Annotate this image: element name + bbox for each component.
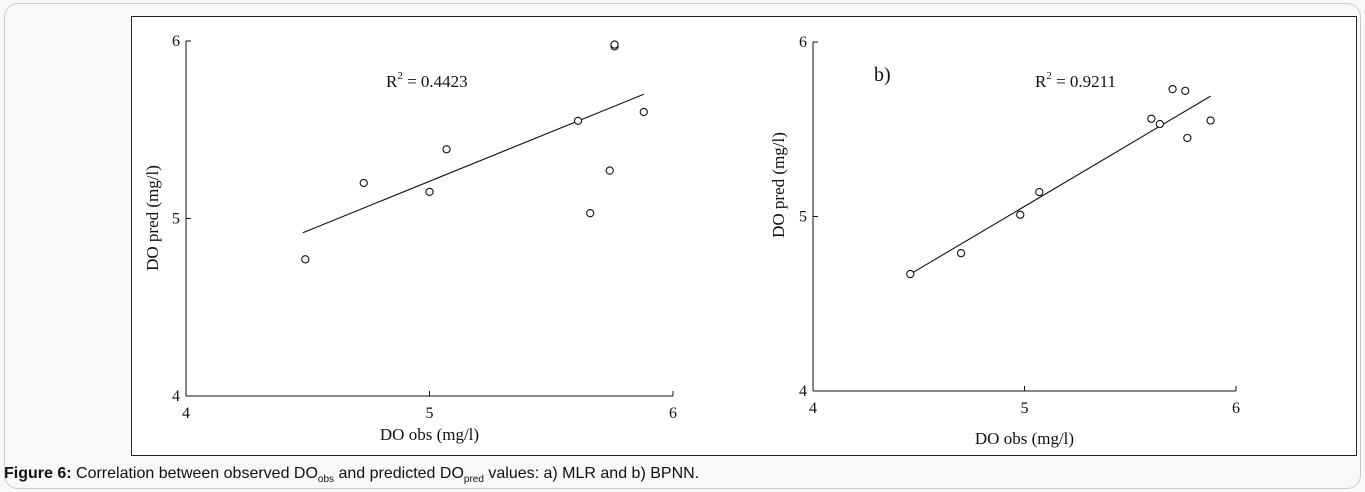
- chart-a-data-point: [425, 187, 434, 197]
- chart-b-x-tick-label: 4: [809, 400, 817, 417]
- chart-a-regression-line: [302, 93, 644, 234]
- caption-sub-pred: pred: [463, 474, 484, 485]
- chart-b-data-point: [1147, 114, 1156, 123]
- chart-b-regression-line: [910, 95, 1211, 275]
- chart-a-r-squared-label: R2 = 0.4423: [386, 70, 468, 91]
- chart-b-data-point: [1016, 210, 1025, 219]
- caption-sub-obs: obs: [317, 474, 335, 485]
- chart-a-y-tick-label: 6: [172, 33, 180, 50]
- chart-b-r-squared-label: R2 = 0.9211: [1035, 70, 1116, 91]
- caption-text-3: values: a) MLR and b) BPNN.: [483, 465, 700, 482]
- chart-b-y-axis-label: DO pred (mg/l): [769, 132, 788, 238]
- figure-caption: Figure 6: Correlation between observed D…: [4, 465, 699, 485]
- chart-b-data-point: [1183, 133, 1192, 143]
- chart-a-data-point: [586, 209, 595, 218]
- chart-b-data-point: [1155, 119, 1165, 129]
- chart-b-x-tick-label: 5: [1021, 400, 1029, 417]
- chart-a-data-point: [639, 107, 648, 117]
- caption-label: Figure 6:: [4, 465, 72, 482]
- chart-a-data-point: [359, 178, 368, 188]
- chart-b-y-tick-label: 6: [799, 34, 807, 51]
- chart-a-x-tick-label: 6: [669, 405, 677, 422]
- chart-a-y-tick-label: 5: [172, 211, 180, 228]
- chart-a-x-tick-label: 4: [182, 405, 190, 422]
- chart-a-y-axis-label: DO pred (mg/l): [143, 165, 162, 271]
- chart-b-data-point: [906, 269, 915, 279]
- chart-a-y-tick-label: 4: [172, 388, 180, 405]
- chart-a-x-axis-label: DO obs (mg/l): [380, 425, 479, 444]
- caption-text-2: and predicted DO: [334, 465, 464, 482]
- chart-a-data-point: [605, 166, 614, 175]
- caption-text-1: Correlation between observed DO: [71, 465, 318, 482]
- chart-b-x-tick-label: 6: [1232, 400, 1240, 417]
- chart-b-data-point: [1206, 116, 1215, 125]
- chart-b-data-point: [1168, 84, 1177, 94]
- chart-b-data-point: [1181, 86, 1190, 96]
- chart-b-panel-label: b): [874, 64, 891, 86]
- chart-a-data-point: [610, 40, 619, 49]
- chart-a-data-point: [573, 116, 583, 126]
- chart-b-data-point: [956, 248, 966, 258]
- chart-a-data-point: [442, 145, 451, 154]
- chart-b-y-tick-label: 5: [799, 209, 807, 226]
- chart-b-data-point: [1035, 187, 1044, 197]
- chart-a-data-point: [301, 255, 310, 264]
- chart-b-y-tick-label: 4: [799, 383, 807, 400]
- figure-panel: [131, 16, 1357, 456]
- chart-a-x-tick-label: 5: [426, 405, 434, 422]
- chart-b-x-axis-label: DO obs (mg/l): [975, 429, 1074, 448]
